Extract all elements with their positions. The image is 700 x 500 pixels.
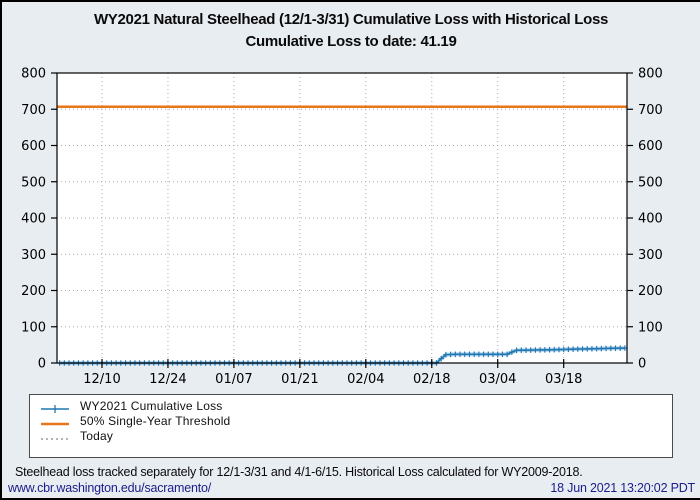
svg-text:100: 100 <box>638 320 663 335</box>
legend-item-today: Today <box>30 428 672 443</box>
svg-text:500: 500 <box>638 175 663 190</box>
svg-text:100: 100 <box>21 320 46 335</box>
svg-text:400: 400 <box>638 212 663 227</box>
legend-label-threshold: 50% Single-Year Threshold <box>80 413 231 428</box>
svg-text:300: 300 <box>638 248 663 263</box>
svg-text:12/10: 12/10 <box>83 372 120 387</box>
chart-title-line1: WY2021 Natural Steelhead (12/1-3/31) Cum… <box>93 11 609 28</box>
site-link[interactable]: www.cbr.washington.edu/sacramento/ <box>8 481 212 495</box>
svg-text:200: 200 <box>21 284 46 299</box>
chart-title: WY2021 Natural Steelhead (12/1-3/31) Cum… <box>2 9 700 53</box>
svg-text:700: 700 <box>638 103 663 118</box>
svg-text:500: 500 <box>21 175 46 190</box>
svg-text:600: 600 <box>638 139 663 154</box>
svg-text:400: 400 <box>21 212 46 227</box>
legend-item-threshold: 50% Single-Year Threshold <box>30 413 672 428</box>
svg-text:600: 600 <box>21 139 46 154</box>
legend-label-cumulative-loss: WY2021 Cumulative Loss <box>80 398 223 413</box>
svg-text:03/18: 03/18 <box>545 372 582 387</box>
svg-text:01/21: 01/21 <box>281 372 318 387</box>
legend-box: WY2021 Cumulative Loss 50% Single-Year T… <box>29 394 673 458</box>
svg-text:0: 0 <box>638 357 646 372</box>
svg-text:0: 0 <box>38 357 46 372</box>
cumulative-loss-line-icon <box>40 401 70 413</box>
svg-text:300: 300 <box>21 248 46 263</box>
svg-text:700: 700 <box>21 103 46 118</box>
svg-text:01/07: 01/07 <box>215 372 252 387</box>
timestamp: 18 Jun 2021 13:20:02 PDT <box>550 481 695 495</box>
svg-text:02/18: 02/18 <box>413 372 450 387</box>
today-line-icon <box>40 431 70 441</box>
legend-item-cumulative-loss: WY2021 Cumulative Loss <box>30 398 672 413</box>
chart-title-line2: Cumulative Loss to date: 41.19 <box>245 33 457 50</box>
svg-text:12/24: 12/24 <box>149 372 186 387</box>
svg-text:200: 200 <box>638 284 663 299</box>
svg-text:03/04: 03/04 <box>479 372 516 387</box>
footer-row: www.cbr.washington.edu/sacramento/ 18 Ju… <box>8 481 695 495</box>
tracking-note: Steelhead loss tracked separately for 12… <box>15 465 583 479</box>
svg-text:800: 800 <box>638 67 663 82</box>
threshold-line-icon <box>40 416 70 426</box>
legend-label-today: Today <box>80 428 114 443</box>
svg-text:02/04: 02/04 <box>347 372 384 387</box>
svg-text:800: 800 <box>21 67 46 82</box>
